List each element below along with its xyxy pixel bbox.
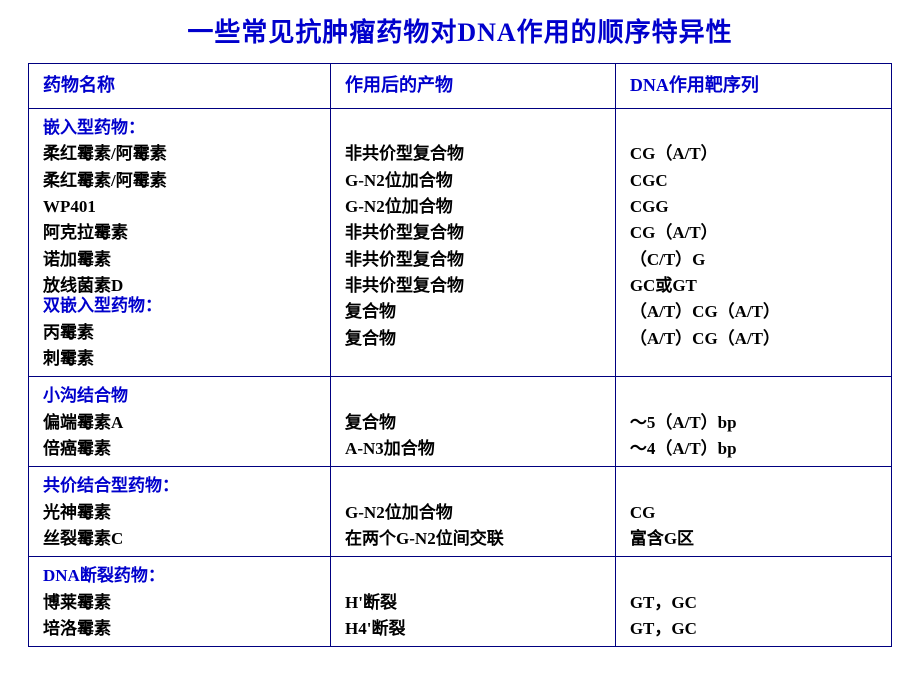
- drug-product: 在两个G-N2位间交联: [345, 526, 605, 552]
- drug-product: G-N2位加合物: [345, 500, 605, 526]
- drug-target: GT，GC: [630, 590, 881, 616]
- spacer: [345, 115, 605, 141]
- cell-product: 复合物A-N3加合物: [331, 377, 616, 467]
- drug-target: CG（A/T）: [630, 220, 881, 246]
- col-header-product: 作用后的产物: [331, 64, 616, 109]
- page-title: 一些常见抗肿瘤药物对DNA作用的顺序特异性: [28, 12, 892, 49]
- drug-name: WP401: [43, 194, 320, 220]
- cell-product: H'断裂H4'断裂: [331, 557, 616, 647]
- cell-target: GT，GCGT，GC: [615, 557, 891, 647]
- col-header-name: 药物名称: [29, 64, 331, 109]
- drug-name: 光神霉素: [43, 500, 320, 526]
- drug-table: 药物名称 作用后的产物 DNA作用靶序列 嵌入型药物：柔红霉素/阿霉素柔红霉素/…: [28, 63, 892, 647]
- cell-name: DNA断裂药物：博莱霉素培洛霉素: [29, 557, 331, 647]
- drug-product: G-N2位加合物: [345, 194, 605, 220]
- drug-target: （C/T）G: [630, 247, 881, 273]
- drug-name: 刺霉素: [43, 346, 320, 372]
- drug-name: 诺加霉素: [43, 247, 320, 273]
- drug-name: 丙霉素: [43, 320, 320, 346]
- spacer: [345, 383, 605, 409]
- drug-target: （A/T）CG（A/T）: [630, 299, 881, 325]
- drug-product: 非共价型复合物: [345, 141, 605, 167]
- drug-name: 柔红霉素/阿霉素: [43, 141, 320, 167]
- drug-target: 富含G区: [630, 526, 881, 552]
- group-label: 双嵌入型药物：: [43, 293, 320, 319]
- drug-product: 非共价型复合物: [345, 220, 605, 246]
- drug-name: 阿克拉霉素: [43, 220, 320, 246]
- drug-target: CGC: [630, 168, 881, 194]
- spacer: [630, 383, 881, 409]
- spacer: [345, 473, 605, 499]
- drug-product: H4'断裂: [345, 616, 605, 642]
- drug-target: CGG: [630, 194, 881, 220]
- drug-target: CG: [630, 500, 881, 526]
- drug-product: A-N3加合物: [345, 436, 605, 462]
- table-section-row: 小沟结合物偏端霉素A倍癌霉素 复合物A-N3加合物 ～5（A/T）bp～4（A/…: [29, 377, 892, 467]
- group-label: DNA断裂药物：: [43, 563, 320, 589]
- drug-name: 丝裂霉素C: [43, 526, 320, 552]
- cell-target: CG（A/T）CGCCGGCG（A/T）（C/T）GGC或GT（A/T）CG（A…: [615, 108, 891, 376]
- drug-product: 非共价型复合物: [345, 247, 605, 273]
- cell-target: CG富含G区: [615, 467, 891, 557]
- spacer: [630, 115, 881, 141]
- drug-target: ～4（A/T）bp: [630, 436, 881, 462]
- cell-name: 小沟结合物偏端霉素A倍癌霉素: [29, 377, 331, 467]
- col-header-target: DNA作用靶序列: [615, 64, 891, 109]
- drug-product: H'断裂: [345, 590, 605, 616]
- cell-product: 非共价型复合物G-N2位加合物G-N2位加合物非共价型复合物非共价型复合物非共价…: [331, 108, 616, 376]
- drug-target: GC或GT: [630, 273, 881, 299]
- group-label: 小沟结合物: [43, 383, 320, 409]
- cell-target: ～5（A/T）bp～4（A/T）bp: [615, 377, 891, 467]
- drug-target: ～5（A/T）bp: [630, 410, 881, 436]
- table-header-row: 药物名称 作用后的产物 DNA作用靶序列: [29, 64, 892, 109]
- drug-name: 偏端霉素A: [43, 410, 320, 436]
- drug-target: （A/T）CG（A/T）: [630, 326, 881, 352]
- cell-name: 嵌入型药物：柔红霉素/阿霉素柔红霉素/阿霉素WP401阿克拉霉素诺加霉素放线菌素…: [29, 108, 331, 376]
- drug-name: 倍癌霉素: [43, 436, 320, 462]
- cell-product: G-N2位加合物在两个G-N2位间交联: [331, 467, 616, 557]
- drug-name: 博莱霉素: [43, 590, 320, 616]
- group-label: 共价结合型药物：: [43, 473, 320, 499]
- drug-target: CG（A/T）: [630, 141, 881, 167]
- drug-product: 非共价型复合物: [345, 273, 605, 299]
- spacer: [630, 563, 881, 589]
- drug-target: GT，GC: [630, 616, 881, 642]
- table-section-row: DNA断裂药物：博莱霉素培洛霉素 H'断裂H4'断裂 GT，GCGT，GC: [29, 557, 892, 647]
- spacer: [630, 473, 881, 499]
- drug-product: 复合物: [345, 299, 605, 325]
- group-label: 嵌入型药物：: [43, 115, 320, 141]
- drug-product: G-N2位加合物: [345, 168, 605, 194]
- cell-name: 共价结合型药物：光神霉素丝裂霉素C: [29, 467, 331, 557]
- spacer: [345, 563, 605, 589]
- drug-product: 复合物: [345, 410, 605, 436]
- drug-name: 培洛霉素: [43, 616, 320, 642]
- table-section-row: 共价结合型药物：光神霉素丝裂霉素C G-N2位加合物在两个G-N2位间交联 CG…: [29, 467, 892, 557]
- drug-product: 复合物: [345, 326, 605, 352]
- drug-name: 柔红霉素/阿霉素: [43, 168, 320, 194]
- table-section-row: 嵌入型药物：柔红霉素/阿霉素柔红霉素/阿霉素WP401阿克拉霉素诺加霉素放线菌素…: [29, 108, 892, 376]
